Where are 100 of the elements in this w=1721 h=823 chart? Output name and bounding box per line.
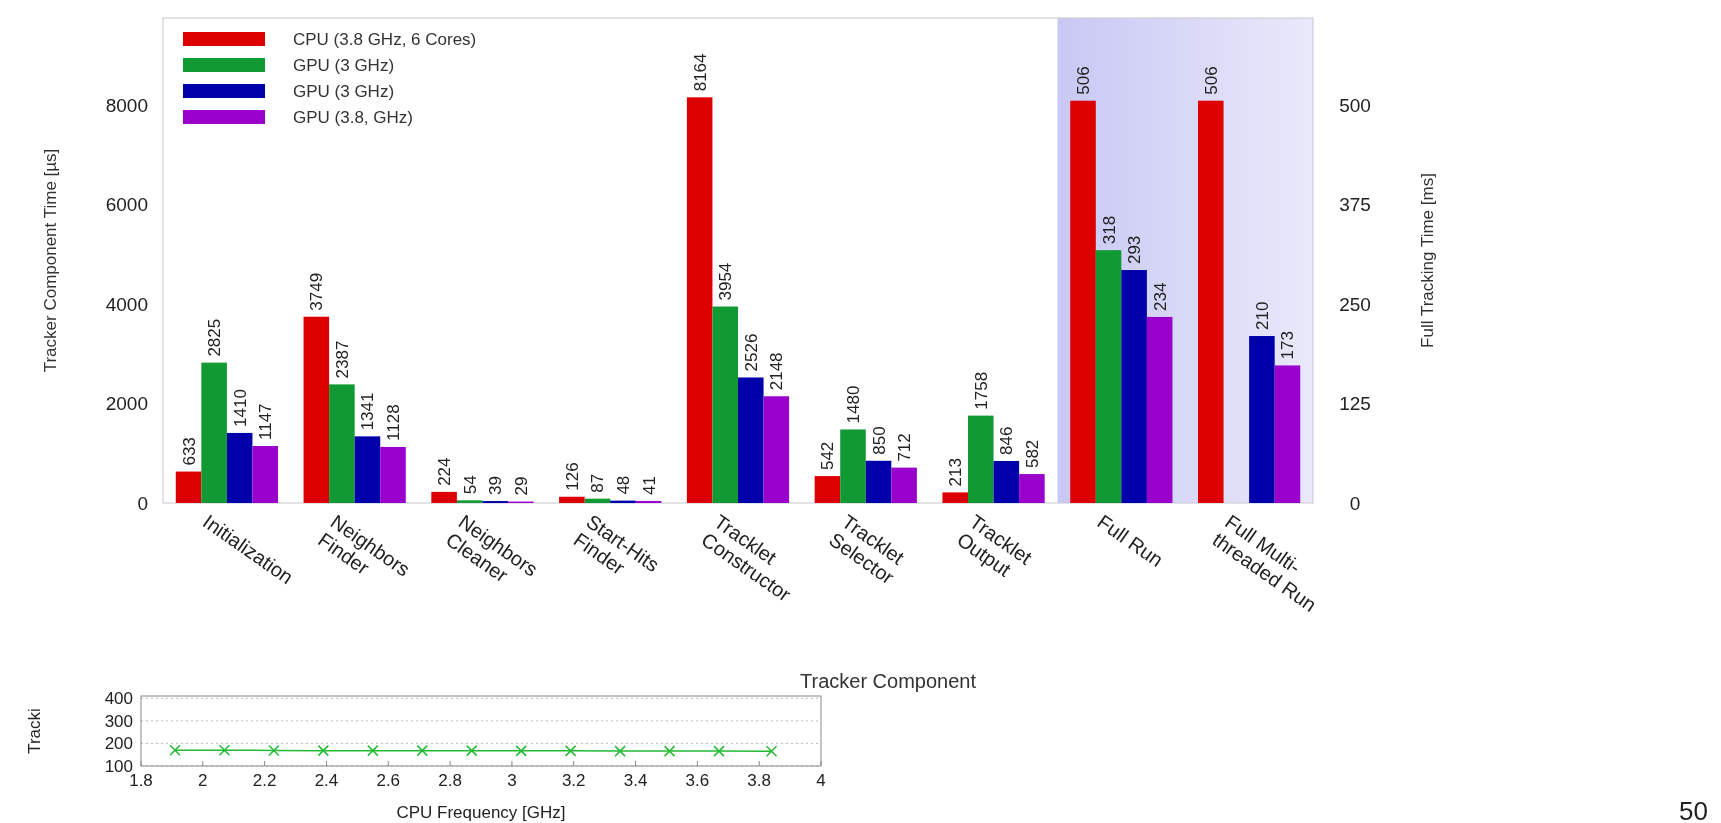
y-axis-title: Tracki (25, 708, 44, 754)
y2-tick-label: 250 (1339, 293, 1371, 315)
bar (201, 362, 227, 503)
bar (1274, 365, 1301, 503)
bar (380, 446, 406, 503)
data-label: 54 (460, 475, 480, 495)
y-tick-label: 400 (104, 689, 133, 709)
y2-tick-label: 0 (1349, 492, 1361, 514)
y-axis-title: Tracker Component Time [µs] (41, 148, 60, 373)
data-label: 542 (818, 441, 838, 471)
bar (1121, 270, 1147, 503)
bar (840, 429, 866, 503)
bar (1198, 100, 1224, 503)
data-label: 234 (1150, 282, 1170, 311)
data-label: 582 (1022, 439, 1042, 469)
bar (1095, 250, 1122, 503)
data-label: 1410 (230, 389, 250, 427)
x-axis-title: CPU Frequency [GHz] (396, 803, 566, 822)
y-tick-label: 200 (104, 734, 133, 754)
data-label: 846 (997, 426, 1017, 455)
data-label: 210 (1252, 301, 1272, 331)
data-label: 2148 (767, 352, 787, 391)
data-label: 293 (1125, 235, 1145, 265)
x-tick-label: 2 (198, 771, 208, 790)
data-label: 1128 (384, 404, 403, 441)
data-label: 2387 (332, 340, 352, 379)
data-label: 633 (179, 437, 199, 466)
x-tick-label: Full Run (1093, 510, 1168, 571)
bar (303, 316, 330, 503)
y2-tick-label: 125 (1339, 393, 1371, 415)
bar (354, 436, 381, 503)
bar (226, 432, 253, 503)
x-tick-label: 2.8 (438, 771, 462, 790)
data-label: 48 (614, 475, 633, 495)
bar (175, 471, 202, 503)
data-label: 2825 (205, 318, 225, 357)
data-label: 712 (895, 433, 915, 462)
y2-tick-label: 500 (1339, 95, 1371, 117)
x-tick-label: 3.2 (561, 771, 586, 790)
legend-label: GPU (3 GHz) (293, 55, 395, 75)
data-label: 41 (639, 476, 659, 495)
bar (431, 491, 457, 503)
data-label: 1147 (256, 403, 276, 440)
x-tick-label: 3.6 (685, 771, 710, 790)
x-tick-label: 3.8 (747, 771, 771, 790)
data-label: 8164 (690, 53, 710, 92)
data-label: 29 (511, 476, 531, 496)
bar (1146, 316, 1173, 503)
y-tick-label: 4000 (105, 293, 148, 315)
y-tick-label: 8000 (105, 95, 148, 117)
bar (584, 498, 611, 503)
bar (993, 460, 1020, 503)
data-label: 3749 (307, 272, 327, 311)
data-label: 318 (1099, 215, 1119, 245)
bar (329, 384, 355, 503)
y-tick-label: 300 (104, 711, 133, 731)
y-tick-label: 2000 (105, 393, 148, 415)
bar (968, 415, 994, 503)
bar (942, 492, 968, 503)
data-label: 3954 (716, 262, 736, 301)
x-tick-label: 2.4 (314, 771, 339, 790)
bar (1019, 474, 1045, 503)
y-tick-label: 0 (137, 492, 148, 514)
data-label: 173 (1278, 331, 1298, 360)
bar (891, 467, 917, 503)
bar (814, 476, 841, 503)
y-tick-label: 6000 (105, 194, 148, 216)
legend-label: GPU (3 GHz) (293, 81, 395, 101)
data-label: 213 (946, 458, 966, 487)
data-label: 850 (869, 426, 889, 455)
data-label: 87 (588, 473, 608, 493)
bar (252, 446, 278, 503)
bar (559, 496, 585, 503)
bar (712, 306, 738, 503)
x-axis-title: Tracker Component (800, 670, 977, 692)
x-tick-label: 2.2 (252, 771, 277, 790)
bar (738, 377, 764, 503)
bar (1070, 100, 1096, 503)
data-label: 506 (1074, 66, 1093, 95)
y2-axis-title: Full Tracking Time [ms] (1418, 173, 1437, 348)
legend-label: CPU (3.8 GHz, 6 Cores) (293, 29, 477, 49)
bar (686, 97, 713, 503)
bar (456, 500, 483, 503)
data-label: 1758 (971, 371, 991, 410)
x-tick-label: 4 (816, 771, 826, 790)
data-label: 1480 (844, 385, 863, 424)
data-label: 224 (435, 457, 455, 486)
data-label: 39 (486, 476, 506, 496)
data-label: 2526 (741, 333, 761, 372)
x-tick-label: 3.4 (623, 771, 648, 790)
bar (763, 396, 790, 503)
data-label: 126 (562, 462, 582, 491)
bar (635, 500, 662, 503)
x-tick-label: 3 (507, 771, 517, 790)
y2-tick-label: 375 (1339, 194, 1371, 216)
bar (1249, 336, 1275, 503)
legend-label: GPU (3.8, GHz) (293, 107, 413, 127)
data-label: 506 (1201, 66, 1221, 95)
bar (865, 460, 892, 503)
text: 50 (1679, 796, 1708, 823)
